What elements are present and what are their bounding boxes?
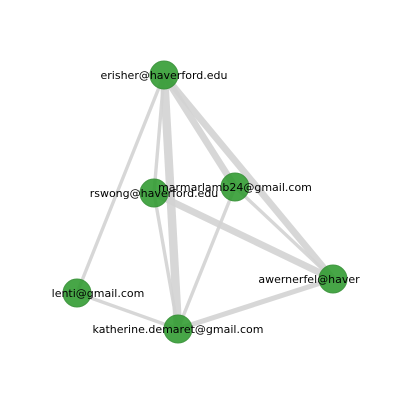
edge-erisher-awernerfel bbox=[161, 72, 336, 282]
node-layer bbox=[62, 60, 348, 344]
node-label-katherine: katherine.demaret@gmail.com bbox=[93, 323, 264, 336]
node-label-marmarlamb24: marmarlamb24@gmail.com bbox=[158, 181, 312, 194]
node-erisher[interactable] bbox=[149, 60, 179, 90]
edge-marmarlamb24-katherine bbox=[176, 186, 237, 330]
edge-erisher-rswong bbox=[152, 74, 166, 194]
edge-layer bbox=[75, 72, 336, 332]
node-rswong[interactable] bbox=[139, 178, 169, 208]
edge-marmarlamb24-awernerfel bbox=[233, 185, 335, 281]
label-layer: erisher@haverford.edu rswong@haverford.ed… bbox=[52, 69, 360, 336]
node-marmarlamb24[interactable] bbox=[220, 172, 250, 202]
node-label-awernerfel: awernerfel@haver bbox=[258, 273, 360, 286]
edge-rswong-awernerfel bbox=[152, 189, 335, 283]
node-label-rswong: rswong@haverford.edu bbox=[90, 187, 219, 200]
node-katherine[interactable] bbox=[163, 314, 193, 344]
node-awernerfel[interactable] bbox=[318, 264, 348, 294]
edge-lenti-katherine bbox=[76, 291, 179, 331]
node-lenti[interactable] bbox=[62, 278, 92, 308]
node-label-lenti: lenti@gmail.com bbox=[52, 287, 145, 300]
edge-erisher-marmarlamb24 bbox=[161, 73, 238, 189]
node-label-erisher: erisher@haverford.edu bbox=[101, 69, 228, 82]
edge-rswong-katherine bbox=[152, 192, 180, 330]
edge-katherine-awernerfel bbox=[177, 276, 334, 332]
edge-erisher-lenti bbox=[75, 74, 166, 294]
